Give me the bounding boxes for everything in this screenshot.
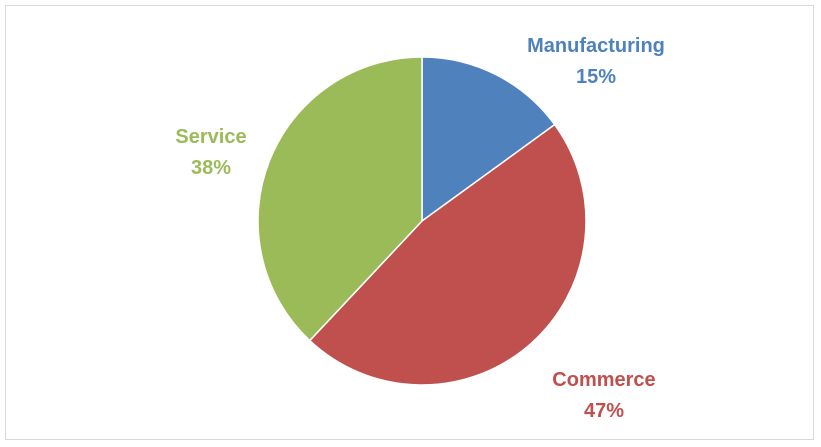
data-label-manufacturing-name: Manufacturing [527,35,665,57]
data-label-manufacturing-percent: 15% [576,66,616,88]
data-label-commerce-name: Commerce [552,369,655,391]
pie-slice-commerce [308,123,587,386]
data-label-service-percent: 38% [191,157,231,179]
data-label-service-name: Service [175,126,246,148]
pie-slice-service [257,56,423,342]
data-label-commerce-percent: 47% [584,400,624,422]
pie-slice-manufacturing [421,56,556,223]
